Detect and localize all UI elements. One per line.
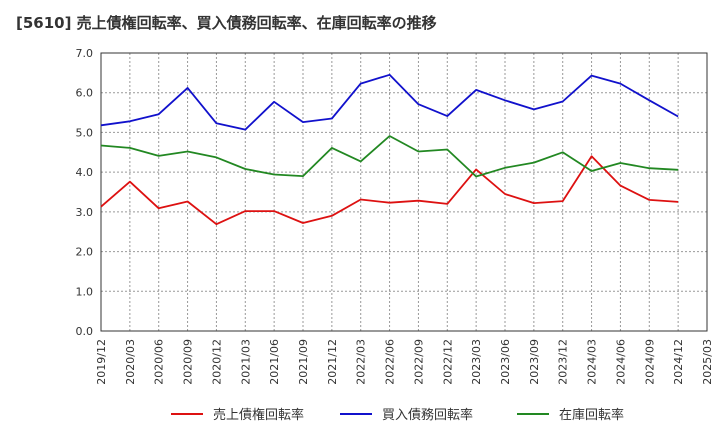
y-tick-label: 2.0 xyxy=(76,246,94,259)
x-tick-label: 2025/03 xyxy=(701,339,714,385)
y-tick-label: 7.0 xyxy=(76,47,94,60)
chart-title: [5610] 売上債権回転率、買入債務回転率、在庫回転率の推移 xyxy=(16,14,437,32)
x-tick-label: 2024/12 xyxy=(672,339,685,385)
series-layer xyxy=(100,73,679,226)
x-tick-label: 2022/06 xyxy=(384,339,397,385)
x-tick-label: 2022/09 xyxy=(412,339,425,385)
x-tick-label: 2023/12 xyxy=(557,339,570,385)
x-tick-label: 2021/03 xyxy=(239,339,252,385)
x-tick-label: 2022/12 xyxy=(441,339,454,385)
x-tick-label: 2021/09 xyxy=(297,339,310,385)
legend: 売上債権回転率 買入債務回転率 在庫回転率 xyxy=(171,407,624,423)
plot-area xyxy=(101,53,707,331)
x-tick-label: 2019/12 xyxy=(95,339,108,385)
y-tick-label: 1.0 xyxy=(76,285,94,298)
x-tick-label: 2024/09 xyxy=(643,339,656,385)
x-tick-label: 2024/03 xyxy=(586,339,599,385)
x-tick-label: 2020/09 xyxy=(182,339,195,385)
y-tick-label: 5.0 xyxy=(76,126,94,139)
series-line xyxy=(100,135,679,178)
y-tick-label: 3.0 xyxy=(76,206,94,219)
legend-label: 在庫回転率 xyxy=(559,407,624,423)
legend-label: 買入債務回転率 xyxy=(382,407,473,423)
x-tick-label: 2023/09 xyxy=(528,339,541,385)
x-tick-label: 2020/03 xyxy=(124,339,137,385)
y-tick-label: 4.0 xyxy=(76,166,94,179)
x-tick-label: 2024/06 xyxy=(614,339,627,385)
plot-border xyxy=(100,52,708,332)
x-tick-label: 2023/03 xyxy=(470,339,483,385)
legend-label: 売上債権回転率 xyxy=(213,407,304,423)
x-tick-label: 2022/03 xyxy=(355,339,368,385)
y-tick-label: 0.0 xyxy=(76,325,94,338)
x-tick-label: 2023/06 xyxy=(499,339,512,385)
axis-layer: 0.0 1.0 2.0 3.0 4.0 5.0 6.0 7.0 2019/12 2020/03 20… xyxy=(76,47,715,385)
series-line xyxy=(100,155,679,226)
x-tick-label: 2020/06 xyxy=(153,339,166,385)
x-tick-label: 2021/06 xyxy=(268,339,281,385)
x-tick-label: 2020/12 xyxy=(210,339,223,385)
y-tick-label: 6.0 xyxy=(76,87,94,100)
series-line xyxy=(100,73,679,131)
x-tick-label: 2021/12 xyxy=(326,339,339,385)
